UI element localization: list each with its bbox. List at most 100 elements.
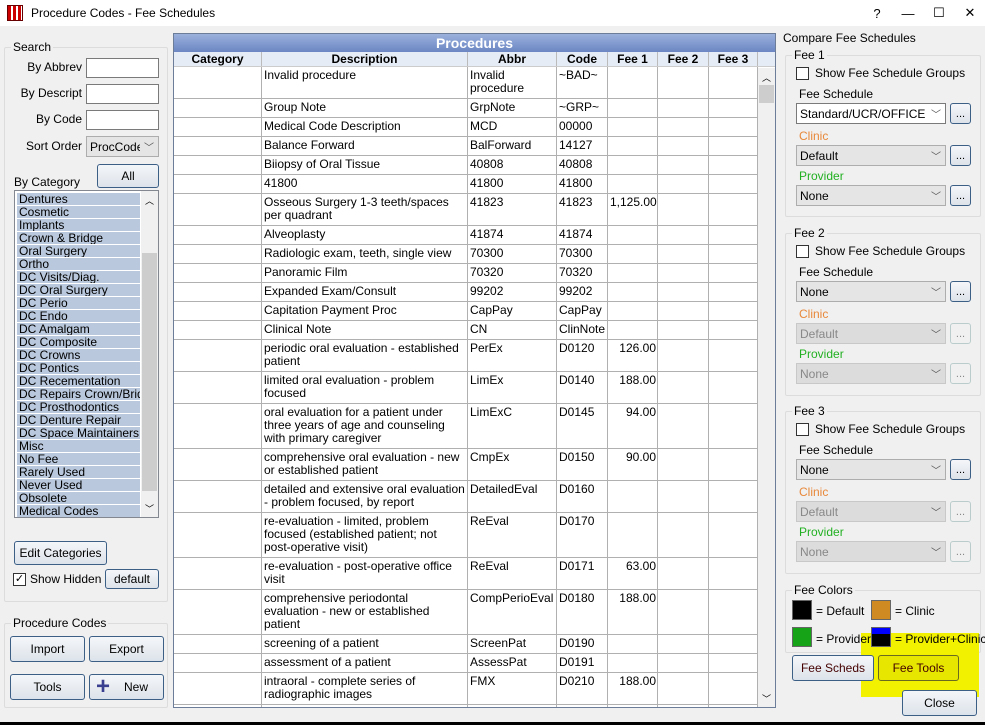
clinic-picker-button[interactable]: ...	[950, 501, 971, 522]
scroll-up-icon[interactable]: ︿	[761, 73, 771, 83]
table-row[interactable]: detailed and extensive oral evaluation -…	[174, 481, 775, 513]
minimize-button[interactable]: —	[901, 5, 915, 21]
category-item[interactable]: Medical Codes	[17, 505, 140, 517]
scroll-thumb[interactable]	[142, 253, 157, 491]
show-fee-schedule-groups-checkbox[interactable]: Show Fee Schedule Groups	[796, 422, 965, 437]
table-row[interactable]: Osseous Surgery 1-3 teeth/spaces per qua…	[174, 194, 775, 226]
category-item[interactable]: DC Endo	[17, 310, 140, 323]
category-item[interactable]: Misc	[17, 440, 140, 453]
category-item[interactable]: Dentures	[17, 193, 140, 206]
show-fee-schedule-groups-checkbox[interactable]: Show Fee Schedule Groups	[796, 66, 965, 81]
category-item[interactable]: DC Pontics	[17, 362, 140, 375]
default-button[interactable]: default	[105, 569, 159, 589]
table-row[interactable]: oral evaluation for a patient under thre…	[174, 404, 775, 449]
all-categories-button[interactable]: All	[97, 164, 159, 188]
tools-button[interactable]: Tools	[10, 674, 85, 700]
table-row[interactable]: periodic oral evaluation - established p…	[174, 340, 775, 372]
checkbox-icon[interactable]	[796, 423, 809, 437]
show-fee-schedule-groups-checkbox[interactable]: Show Fee Schedule Groups	[796, 244, 965, 259]
table-row[interactable]: Expanded Exam/Consult 99202 99202	[174, 283, 775, 302]
column-header[interactable]: Fee 1	[608, 52, 658, 66]
column-header[interactable]: Fee 2	[658, 52, 709, 66]
table-row[interactable]: Capitation Payment Proc CapPay CapPay	[174, 302, 775, 321]
category-item[interactable]: DC Oral Surgery	[17, 284, 140, 297]
checkmark-icon[interactable]: ✓	[13, 573, 26, 587]
provider-picker-button[interactable]: ...	[950, 185, 971, 206]
close-button[interactable]: Close	[902, 690, 977, 716]
checkbox-icon[interactable]	[796, 245, 809, 259]
category-item[interactable]: DC Recementation	[17, 375, 140, 388]
fee-schedule-picker-button[interactable]: ...	[950, 281, 971, 302]
maximize-button[interactable]: ☐	[933, 5, 945, 20]
category-item[interactable]: DC Visits/Diag.	[17, 271, 140, 284]
table-row[interactable]: Radiologic exam, teeth, single view 70300…	[174, 245, 775, 264]
table-row[interactable]: comprehensive periodontal evaluation - n…	[174, 590, 775, 635]
fee-schedule-select[interactable]: Standard/UCR/OFFICE FEE ﹀	[796, 103, 946, 124]
table-row[interactable]: limited oral evaluation - problem focuse…	[174, 372, 775, 404]
column-header[interactable]: Code	[557, 52, 608, 66]
column-header[interactable]: Category	[174, 52, 262, 66]
provider-select[interactable]: None ﹀	[796, 185, 946, 206]
fee-schedule-picker-button[interactable]: ...	[950, 459, 971, 480]
table-row[interactable]: Invalid procedure Invalid procedure ~BAD~	[174, 67, 775, 99]
category-item[interactable]: Oral Surgery	[17, 245, 140, 258]
table-row[interactable]: re-evaluation - limited, problem focused…	[174, 513, 775, 558]
table-row[interactable]: Group Note GrpNote ~GRP~	[174, 99, 775, 118]
table-row[interactable]: Alveoplasty 41874 41874	[174, 226, 775, 245]
scroll-thumb[interactable]	[759, 85, 774, 103]
help-button[interactable]: ?	[873, 5, 881, 21]
table-row[interactable]: re-evaluation - post-operative office vi…	[174, 558, 775, 590]
category-item[interactable]: Implants	[17, 219, 140, 232]
category-item[interactable]: Obsolete	[17, 492, 140, 505]
column-header[interactable]: Abbr	[468, 52, 557, 66]
category-item[interactable]: DC Perio	[17, 297, 140, 310]
category-item[interactable]: Crown & Bridge	[17, 232, 140, 245]
category-scrollbar[interactable]: ︿ ﹀	[141, 191, 158, 517]
edit-categories-button[interactable]: Edit Categories	[14, 541, 107, 565]
table-row[interactable]: Medical Code Description MCD 00000	[174, 118, 775, 137]
provider-picker-button[interactable]: ...	[950, 541, 971, 562]
category-item[interactable]: DC Composite	[17, 336, 140, 349]
category-item[interactable]: Cosmetic	[17, 206, 140, 219]
clinic-select[interactable]: Default ﹀	[796, 145, 946, 166]
category-item[interactable]: Rarely Used	[17, 466, 140, 479]
fee-tools-button[interactable]: Fee Tools	[878, 655, 959, 681]
clinic-picker-button[interactable]: ...	[950, 323, 971, 344]
provider-picker-button[interactable]: ...	[950, 363, 971, 384]
new-button[interactable]: + New	[89, 674, 164, 700]
table-row[interactable]: Biiopsy of Oral Tissue 40808 40808	[174, 156, 775, 175]
table-row[interactable]: intraoral - complete series of radiograp…	[174, 673, 775, 705]
table-row[interactable]: Clinical Note CN ClinNote	[174, 321, 775, 340]
procedures-grid[interactable]: Procedures Category Description Abbr Code Fe…	[173, 33, 776, 708]
column-header[interactable]: Fee 3	[709, 52, 758, 66]
close-window-button[interactable]: ✕	[964, 5, 976, 20]
table-row[interactable]: Panoramic Film 70320 70320	[174, 264, 775, 283]
by-descript-input[interactable]	[86, 84, 159, 104]
sort-order-select[interactable]: ProcCode ﹀	[86, 136, 159, 157]
fee-schedule-select[interactable]: None ﹀	[796, 281, 946, 302]
fee-schedule-select[interactable]: None ﹀	[796, 459, 946, 480]
clinic-picker-button[interactable]: ...	[950, 145, 971, 166]
table-row[interactable]: assessment of a patient AssessPat D0191	[174, 654, 775, 673]
column-header[interactable]: Description	[262, 52, 468, 66]
category-item[interactable]: Never Used	[17, 479, 140, 492]
checkbox-icon[interactable]	[796, 67, 809, 81]
export-button[interactable]: Export	[89, 636, 164, 662]
category-item[interactable]: DC Space Maintainers	[17, 427, 140, 440]
table-row[interactable]: screening of a patient ScreenPat D0190	[174, 635, 775, 654]
show-hidden-checkbox[interactable]: ✓ Show Hidden	[13, 572, 101, 587]
fee-schedule-picker-button[interactable]: ...	[950, 103, 971, 124]
import-button[interactable]: Import	[10, 636, 85, 662]
by-code-input[interactable]	[86, 110, 159, 130]
scroll-down-icon[interactable]: ﹀	[761, 694, 771, 704]
category-list[interactable]: Dentures Cosmetic Implants Crown & Bridge Or…	[14, 190, 159, 518]
category-item[interactable]: Ortho	[17, 258, 140, 271]
category-item[interactable]: DC Prosthodontics	[17, 401, 140, 414]
grid-scrollbar[interactable]: ︿ ﹀	[758, 68, 775, 707]
table-row[interactable]: 41800 41800 41800	[174, 175, 775, 194]
category-item[interactable]: DC Crowns	[17, 349, 140, 362]
category-item[interactable]: DC Repairs Crown/Bridge	[17, 388, 140, 401]
table-row[interactable]: Balance Forward BalForward 14127	[174, 137, 775, 156]
table-row[interactable]: intraoral - periapical first radiographi…	[174, 705, 775, 707]
table-row[interactable]: comprehensive oral evaluation - new or e…	[174, 449, 775, 481]
